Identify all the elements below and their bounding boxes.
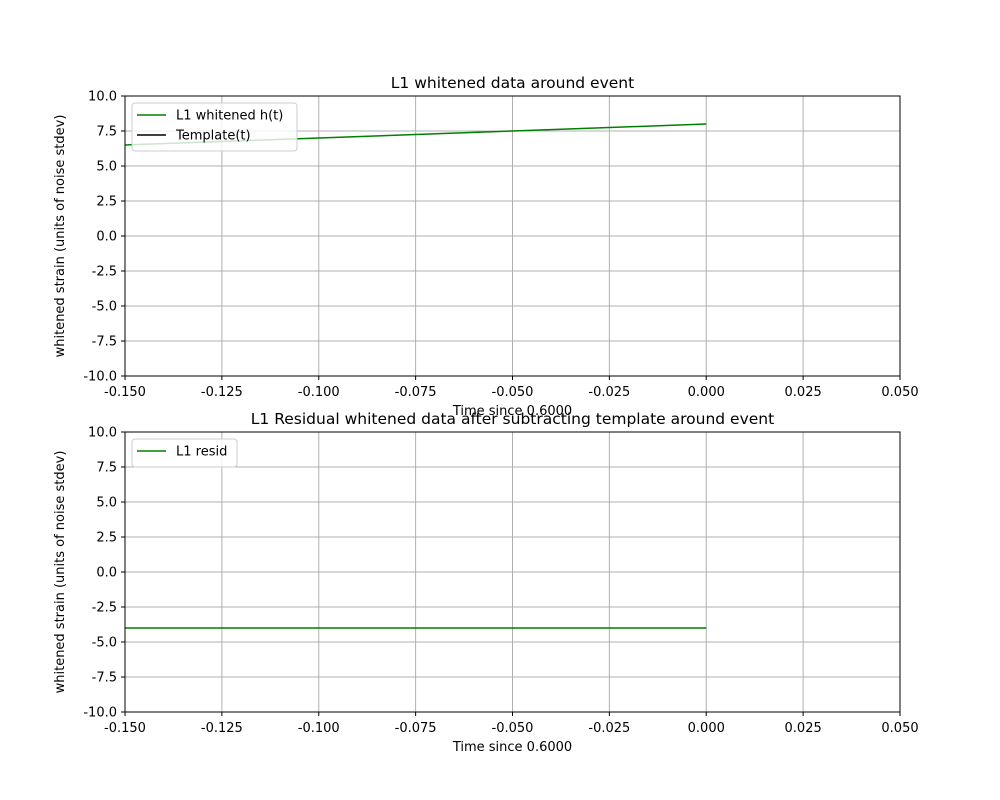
legend-box: [131, 438, 238, 468]
y-tick-label: 2.5: [96, 531, 117, 546]
x-tick-label: -0.075: [395, 385, 437, 400]
x-tick-label: -0.050: [492, 385, 534, 400]
y-tick-label: 7.5: [96, 461, 117, 476]
y-tick-label: -5.0: [92, 300, 117, 315]
x-tick-label: 0.025: [785, 385, 822, 400]
legend: L1 resid: [131, 438, 238, 468]
x-tick-label: -0.025: [588, 721, 630, 736]
y-tick-label: 2.5: [96, 195, 117, 210]
chart-title: L1 whitened data around event: [391, 74, 634, 92]
y-tick-label: 10.0: [88, 90, 117, 105]
y-axis-label: whitened strain (units of noise stdev): [53, 451, 68, 694]
legend-label: L1 resid: [176, 445, 227, 460]
y-tick-label: -7.5: [92, 335, 117, 350]
x-tick-label: -0.150: [104, 385, 146, 400]
legend-label: L1 whitened h(t): [176, 109, 283, 124]
x-tick-label: 0.050: [881, 721, 918, 736]
legend-box: [131, 102, 298, 152]
x-tick-label: 0.050: [881, 385, 918, 400]
x-tick-label: -0.125: [201, 385, 243, 400]
y-tick-label: 5.0: [96, 496, 117, 511]
x-tick-label: 0.000: [688, 385, 725, 400]
y-tick-label: 5.0: [96, 160, 117, 175]
legend-label: Template(t): [175, 129, 251, 144]
subplot-1: -0.150 -0.125 -0.100 -0.075 -0.050 -0.025 0.00…: [53, 74, 919, 419]
legend: L1 whitened h(t) Template(t): [131, 102, 298, 152]
y-tick-label: -10.0: [83, 370, 117, 385]
x-tick-label: -0.025: [588, 385, 630, 400]
x-tick-label: -0.150: [104, 721, 146, 736]
x-tick-label: 0.025: [785, 721, 822, 736]
y-tick-label: -7.5: [92, 671, 117, 686]
y-axis-label: whitened strain (units of noise stdev): [53, 115, 68, 358]
subplot-2: -0.150 -0.125 -0.100 -0.075 -0.050 -0.025 0.00…: [53, 410, 919, 755]
x-axis-label: Time since 0.6000: [452, 740, 572, 755]
x-tick-label: -0.125: [201, 721, 243, 736]
y-tick-label: 0.0: [96, 230, 117, 245]
y-tick-label: -10.0: [83, 706, 117, 721]
chart-title: L1 Residual whitened data after subtract…: [251, 410, 774, 428]
y-tick-label: -5.0: [92, 636, 117, 651]
x-tick-label: 0.000: [688, 721, 725, 736]
x-tick-label: -0.050: [492, 721, 534, 736]
x-tick-label: -0.100: [298, 721, 340, 736]
y-tick-label: 10.0: [88, 426, 117, 441]
axes-frame: [124, 95, 901, 377]
y-tick-label: 7.5: [96, 125, 117, 140]
axes-frame: [124, 431, 901, 713]
x-tick-label: -0.075: [395, 721, 437, 736]
y-tick-label: 0.0: [96, 566, 117, 581]
x-tick-label: -0.100: [298, 385, 340, 400]
y-tick-label: -2.5: [92, 601, 117, 616]
x-axis-label: Time since 0.6000: [452, 404, 572, 419]
y-tick-label: -2.5: [92, 265, 117, 280]
